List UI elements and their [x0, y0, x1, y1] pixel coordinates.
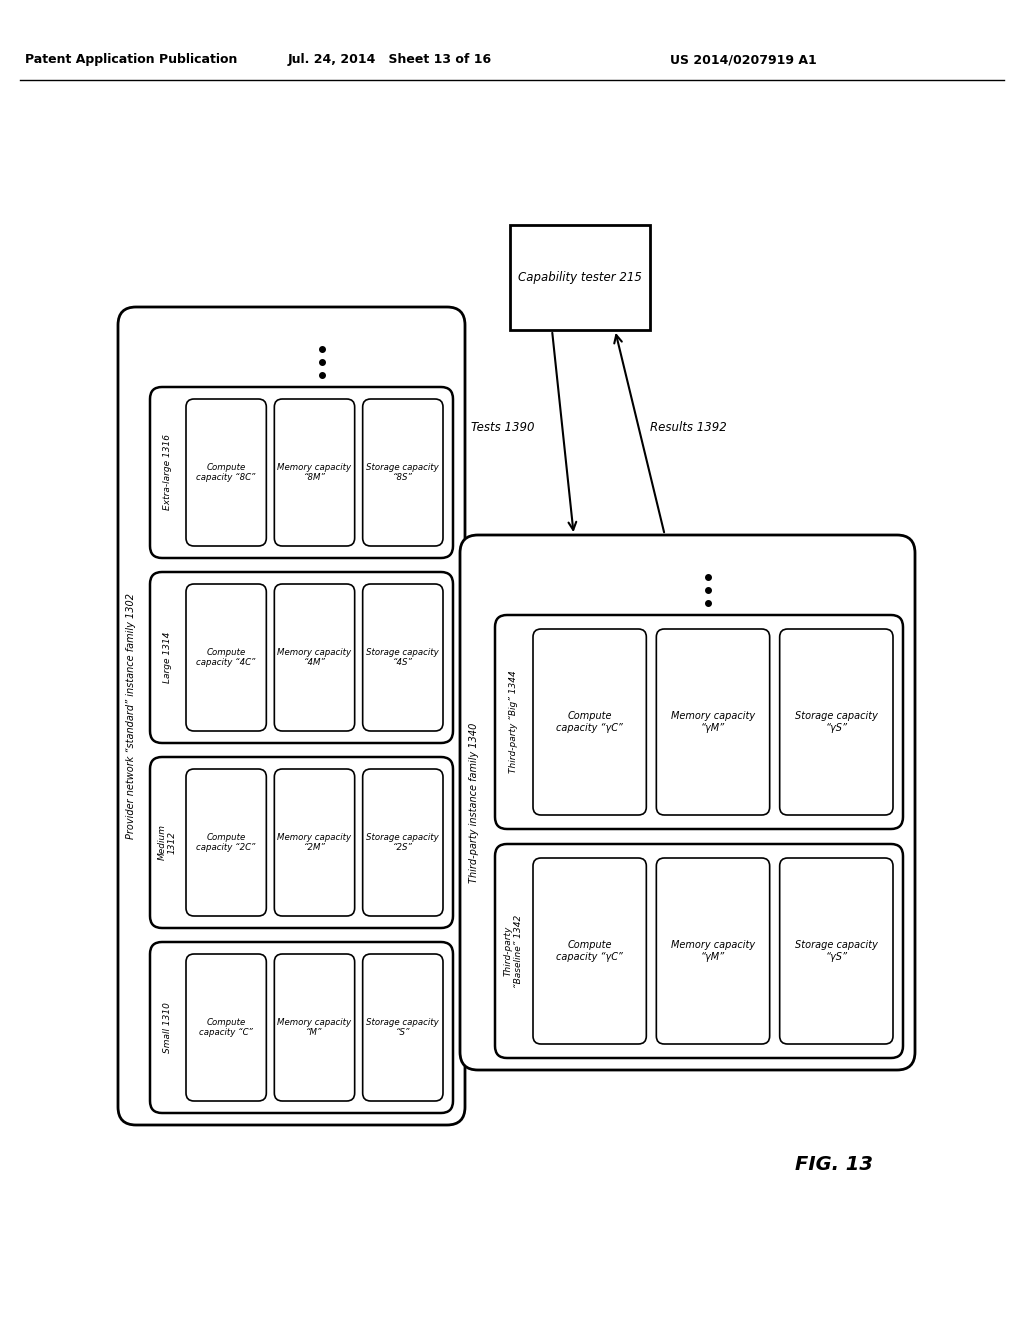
Text: Memory capacity
“8M”: Memory capacity “8M”: [278, 463, 351, 482]
Text: US 2014/0207919 A1: US 2014/0207919 A1: [670, 54, 817, 66]
FancyBboxPatch shape: [779, 858, 893, 1044]
Text: Compute
capacity “8C”: Compute capacity “8C”: [197, 463, 256, 482]
Text: Storage capacity
“γS”: Storage capacity “γS”: [795, 940, 878, 962]
Bar: [510, 224, 650, 330]
FancyBboxPatch shape: [150, 572, 453, 743]
FancyBboxPatch shape: [274, 583, 354, 731]
Text: Capability tester 215: Capability tester 215: [518, 271, 642, 284]
Text: Compute
capacity “C”: Compute capacity “C”: [200, 1018, 253, 1038]
FancyBboxPatch shape: [274, 770, 354, 916]
Text: Extra-large 1316: Extra-large 1316: [163, 434, 171, 511]
Text: Small 1310: Small 1310: [163, 1002, 171, 1053]
Text: Storage capacity
“4S”: Storage capacity “4S”: [367, 648, 439, 667]
FancyBboxPatch shape: [186, 954, 266, 1101]
FancyBboxPatch shape: [495, 843, 903, 1059]
FancyBboxPatch shape: [150, 387, 453, 558]
FancyBboxPatch shape: [186, 399, 266, 546]
Text: Compute
capacity “4C”: Compute capacity “4C”: [197, 648, 256, 667]
FancyBboxPatch shape: [656, 858, 770, 1044]
Text: Memory capacity
“2M”: Memory capacity “2M”: [278, 833, 351, 853]
FancyBboxPatch shape: [656, 630, 770, 814]
FancyBboxPatch shape: [362, 954, 443, 1101]
Text: Third-party “Big” 1344: Third-party “Big” 1344: [509, 671, 517, 774]
Text: Results 1392: Results 1392: [650, 421, 727, 434]
FancyBboxPatch shape: [362, 583, 443, 731]
Text: Memory capacity
“4M”: Memory capacity “4M”: [278, 648, 351, 667]
Text: Storage capacity
“8S”: Storage capacity “8S”: [367, 463, 439, 482]
FancyBboxPatch shape: [274, 399, 354, 546]
FancyBboxPatch shape: [186, 770, 266, 916]
FancyBboxPatch shape: [495, 615, 903, 829]
FancyBboxPatch shape: [534, 630, 646, 814]
FancyBboxPatch shape: [460, 535, 915, 1071]
Text: Memory capacity
“γM”: Memory capacity “γM”: [671, 711, 755, 733]
Text: Provider network “standard” instance family 1302: Provider network “standard” instance fam…: [126, 593, 136, 840]
FancyBboxPatch shape: [362, 770, 443, 916]
Text: Third-party
“Baseline” 1342: Third-party “Baseline” 1342: [504, 915, 522, 987]
Text: Storage capacity
“S”: Storage capacity “S”: [367, 1018, 439, 1038]
Text: Storage capacity
“γS”: Storage capacity “γS”: [795, 711, 878, 733]
Text: Third-party instance family 1340: Third-party instance family 1340: [469, 722, 479, 883]
Text: FIG. 13: FIG. 13: [795, 1155, 873, 1175]
Text: Memory capacity
“γM”: Memory capacity “γM”: [671, 940, 755, 962]
Text: Compute
capacity “γC”: Compute capacity “γC”: [556, 711, 623, 733]
FancyBboxPatch shape: [186, 583, 266, 731]
FancyBboxPatch shape: [362, 399, 443, 546]
Text: Patent Application Publication: Patent Application Publication: [25, 54, 238, 66]
Text: Memory capacity
“M”: Memory capacity “M”: [278, 1018, 351, 1038]
Text: Compute
capacity “2C”: Compute capacity “2C”: [197, 833, 256, 853]
Text: Large 1314: Large 1314: [163, 632, 171, 684]
Text: Medium
1312: Medium 1312: [158, 825, 177, 861]
FancyBboxPatch shape: [118, 308, 465, 1125]
FancyBboxPatch shape: [150, 756, 453, 928]
FancyBboxPatch shape: [150, 942, 453, 1113]
Text: Jul. 24, 2014   Sheet 13 of 16: Jul. 24, 2014 Sheet 13 of 16: [288, 54, 493, 66]
Text: Tests 1390: Tests 1390: [471, 421, 535, 434]
FancyBboxPatch shape: [274, 954, 354, 1101]
FancyBboxPatch shape: [779, 630, 893, 814]
Text: Compute
capacity “γC”: Compute capacity “γC”: [556, 940, 623, 962]
FancyBboxPatch shape: [534, 858, 646, 1044]
Text: Storage capacity
“2S”: Storage capacity “2S”: [367, 833, 439, 853]
